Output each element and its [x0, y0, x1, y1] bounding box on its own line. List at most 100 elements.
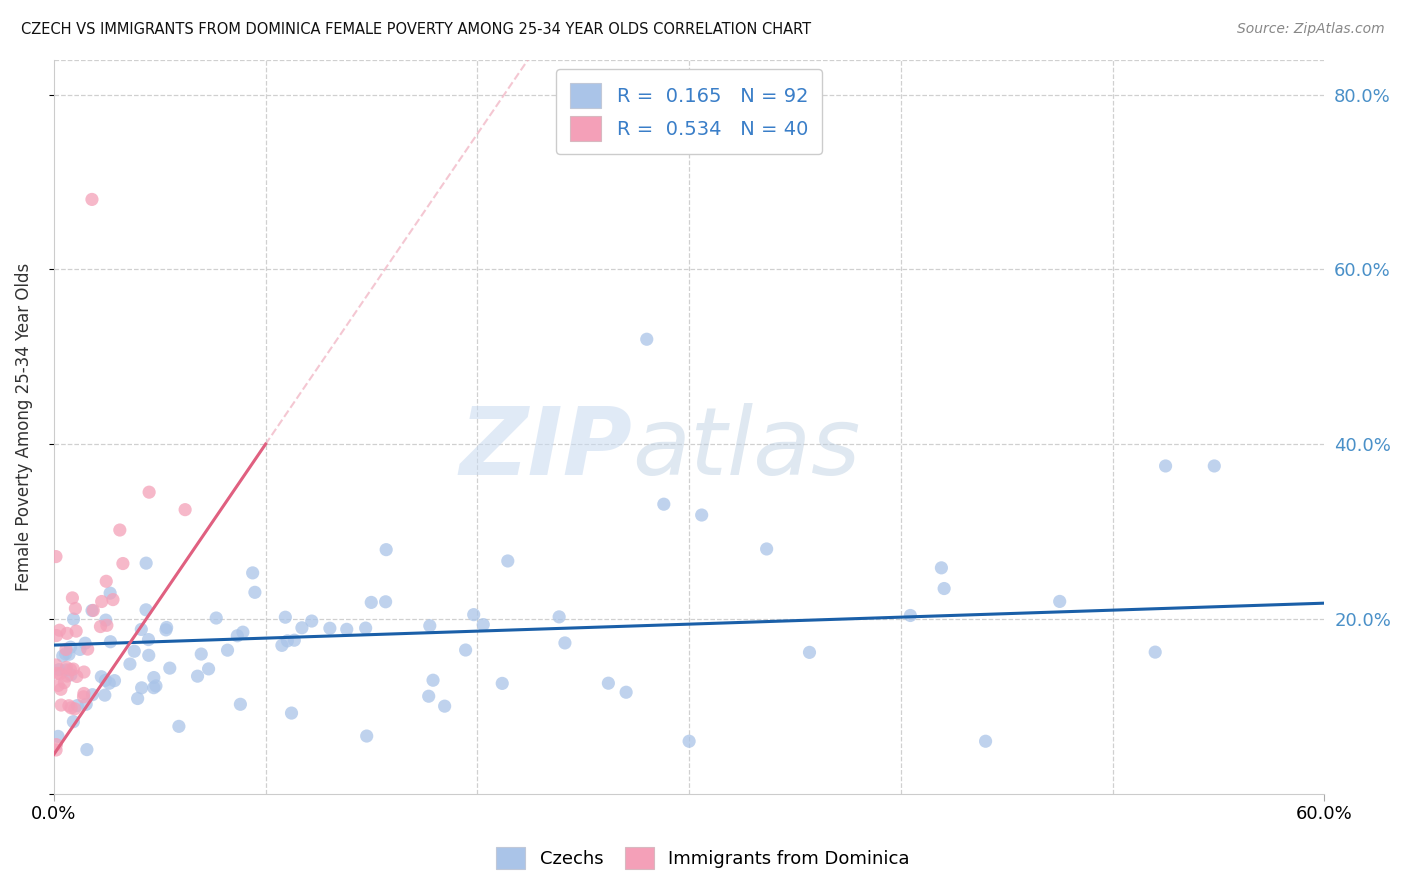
Point: [118, 657, 141, 671]
Point: [66, 669, 89, 683]
Point: [127, 691, 149, 706]
Point: [374, 595, 396, 609]
Point: [62, 714, 84, 729]
Point: [62, 612, 84, 626]
Point: [96, 574, 118, 589]
Point: [60, 591, 83, 605]
Point: [652, 497, 675, 511]
Point: [58, 647, 80, 661]
Point: [243, 585, 266, 599]
Point: [45, 657, 67, 672]
Point: [138, 632, 160, 647]
Point: [242, 566, 264, 580]
Point: [554, 636, 576, 650]
Point: [55, 647, 77, 661]
Point: [598, 676, 620, 690]
Point: [142, 671, 165, 685]
Point: [51, 698, 73, 712]
Point: [454, 643, 477, 657]
Point: [931, 561, 953, 575]
Point: [53, 675, 76, 690]
Point: [419, 619, 441, 633]
Text: Source: ZipAtlas.com: Source: ZipAtlas.com: [1237, 22, 1385, 37]
Point: [274, 610, 297, 624]
Point: [678, 734, 700, 748]
Point: [89, 619, 111, 633]
Point: [94, 688, 117, 702]
Point: [45, 549, 67, 564]
Point: [205, 611, 228, 625]
Point: [433, 699, 456, 714]
Text: CZECH VS IMMIGRANTS FROM DOMINICA FEMALE POVERTY AMONG 25-34 YEAR OLDS CORRELATI: CZECH VS IMMIGRANTS FROM DOMINICA FEMALE…: [21, 22, 811, 37]
Point: [934, 582, 956, 596]
Text: ZIP: ZIP: [460, 402, 631, 495]
Point: [73, 665, 96, 679]
Point: [232, 625, 254, 640]
Legend: Czechs, Immigrants from Dominica: Czechs, Immigrants from Dominica: [488, 838, 918, 879]
Point: [59, 668, 82, 682]
Point: [49, 682, 72, 697]
Point: [276, 633, 298, 648]
Legend: R =  0.165   N = 92, R =  0.534   N = 40: R = 0.165 N = 92, R = 0.534 N = 40: [557, 70, 823, 154]
Point: [291, 621, 314, 635]
Point: [65, 624, 87, 639]
Point: [283, 633, 305, 648]
Point: [59, 663, 82, 677]
Point: [108, 523, 131, 537]
Point: [111, 557, 134, 571]
Point: [98, 586, 121, 600]
Point: [96, 618, 118, 632]
Point: [270, 639, 292, 653]
Point: [1154, 458, 1177, 473]
Point: [217, 643, 239, 657]
Point: [45, 738, 67, 752]
Point: [82, 688, 104, 702]
Point: [55, 663, 77, 677]
Point: [197, 662, 219, 676]
Point: [280, 706, 302, 720]
Point: [548, 610, 571, 624]
Y-axis label: Female Poverty Among 25-34 Year Olds: Female Poverty Among 25-34 Year Olds: [15, 262, 32, 591]
Point: [229, 698, 252, 712]
Point: [496, 554, 519, 568]
Point: [190, 647, 212, 661]
Point: [55, 660, 77, 674]
Point: [82, 603, 104, 617]
Point: [124, 644, 146, 658]
Point: [46, 678, 69, 692]
Point: [76, 642, 98, 657]
Point: [142, 681, 165, 695]
Point: [131, 681, 153, 695]
Point: [76, 742, 98, 756]
Point: [491, 676, 513, 690]
Point: [103, 673, 125, 688]
Point: [755, 541, 778, 556]
Point: [58, 698, 80, 713]
Point: [138, 648, 160, 663]
Point: [90, 594, 112, 608]
Point: [100, 634, 122, 648]
Point: [46, 666, 69, 681]
Point: [90, 670, 112, 684]
Point: [319, 621, 342, 635]
Point: [375, 542, 398, 557]
Point: [63, 702, 86, 716]
Point: [48, 663, 70, 677]
Point: [187, 669, 209, 683]
Point: [131, 623, 153, 637]
Point: [60, 701, 83, 715]
Point: [422, 673, 444, 688]
Point: [52, 648, 75, 663]
Point: [138, 485, 160, 500]
Point: [159, 661, 181, 675]
Point: [55, 642, 77, 657]
Point: [614, 685, 637, 699]
Point: [799, 645, 821, 659]
Point: [336, 623, 359, 637]
Point: [356, 729, 378, 743]
Point: [472, 617, 495, 632]
Point: [80, 193, 103, 207]
Point: [45, 628, 67, 642]
Point: [690, 508, 713, 522]
Point: [145, 679, 167, 693]
